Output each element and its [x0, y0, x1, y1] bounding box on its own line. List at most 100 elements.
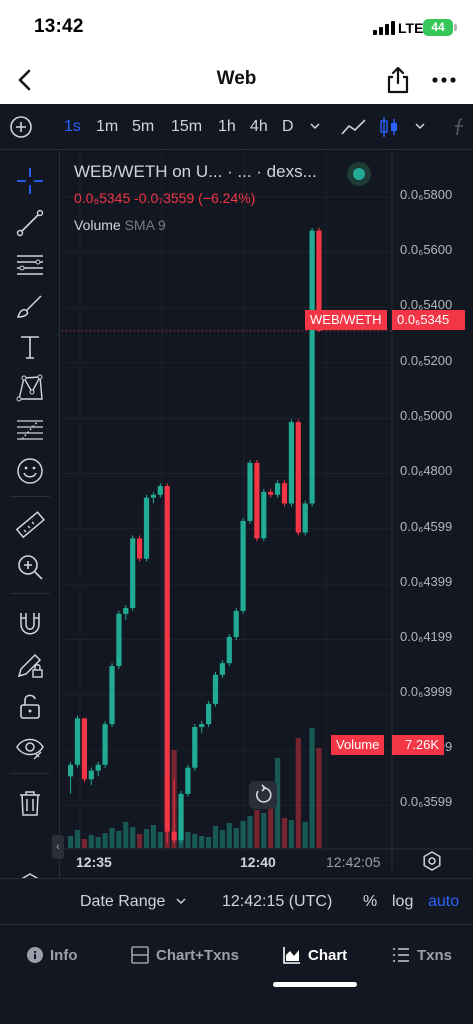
candle: [74, 718, 81, 765]
timeframe-1m[interactable]: 1m: [96, 118, 119, 135]
volume-tag-value: 7.26K: [392, 735, 444, 755]
volume-bar: [199, 836, 205, 848]
date-range-button[interactable]: Date Range: [80, 893, 186, 911]
candle: [102, 724, 108, 765]
auto-scale-toggle[interactable]: auto: [428, 893, 460, 910]
volume-bar: [137, 834, 143, 848]
brush-icon[interactable]: [14, 290, 46, 322]
timeframe-1s[interactable]: 1s: [64, 118, 81, 135]
utc-clock[interactable]: 12:42:15 (UTC): [222, 893, 333, 910]
timeframe-5m[interactable]: 5m: [132, 118, 155, 135]
emoji-icon[interactable]: [14, 455, 46, 487]
volume-bar: [102, 833, 108, 848]
signal-icon: [373, 21, 395, 35]
split-view-icon: [131, 946, 149, 964]
time-tick: 12:35: [76, 854, 112, 870]
volume-legend[interactable]: Volume SMA 9: [74, 217, 166, 233]
chart-bottom-bar: Date Range 12:42:15 (UTC) % log auto: [0, 878, 473, 924]
timeframe-4h[interactable]: 4h: [250, 118, 268, 135]
volume-bar: [81, 839, 87, 848]
unlock-icon[interactable]: [14, 690, 46, 722]
reset-icon: [255, 784, 272, 803]
candle: [130, 538, 136, 609]
candle: [254, 462, 260, 539]
fib-retracement-icon[interactable]: [14, 414, 46, 446]
price-tick: 0.0₆5800: [400, 187, 453, 202]
candle: [206, 703, 212, 725]
line-chart-icon[interactable]: [340, 115, 368, 139]
volume-bar: [192, 834, 198, 848]
candle: [295, 422, 301, 533]
volume-bar: [130, 827, 136, 848]
volume-bar: [109, 828, 115, 848]
volume-bar: [157, 832, 163, 848]
price-change: 0.0₆5345 -0.0₇3559 (−6.24%): [74, 190, 256, 206]
chevron-left-icon[interactable]: [10, 64, 42, 96]
log-scale-toggle[interactable]: log: [392, 893, 414, 910]
candle: [240, 520, 246, 611]
tab-info[interactable]: Info: [27, 943, 78, 967]
candle: [185, 767, 191, 794]
price-tick: 0.0₆5200: [400, 353, 453, 368]
candle: [171, 831, 177, 841]
symbol-legend[interactable]: WEB/WETH on U... · ... · dexs...: [74, 162, 317, 181]
candle: [123, 608, 129, 614]
time-tick: 12:42:05: [326, 854, 381, 870]
chevron-down-icon[interactable]: [309, 120, 321, 132]
eye-icon[interactable]: [14, 732, 46, 764]
candle: [219, 663, 225, 675]
volume-bar: [247, 816, 253, 848]
tab-chart-txns[interactable]: Chart+Txns: [131, 943, 239, 967]
lock-pencil-icon[interactable]: [14, 649, 46, 681]
candle: [199, 724, 205, 728]
candle: [302, 503, 308, 533]
crosshair-icon[interactable]: [14, 165, 46, 197]
nav-bar: Web: [0, 56, 473, 104]
more-icon[interactable]: [428, 64, 460, 96]
candle: [212, 674, 219, 704]
price-tick: 0.0₆5000: [400, 408, 453, 423]
volume-bar: [268, 803, 274, 848]
candle: [157, 486, 163, 495]
indicators-icon[interactable]: [448, 115, 473, 139]
timeframe-1h[interactable]: 1h: [218, 118, 236, 135]
page-title: Web: [216, 68, 257, 89]
candle: [95, 764, 101, 771]
trash-icon[interactable]: [14, 787, 46, 819]
share-icon[interactable]: [384, 64, 412, 96]
pattern-icon[interactable]: [14, 372, 46, 404]
chevron-down-icon[interactable]: [414, 120, 426, 132]
candle: [247, 462, 253, 521]
volume-bar: [233, 828, 239, 848]
settings-icon[interactable]: [421, 850, 443, 872]
price-tick: 0.0₆4199: [400, 629, 453, 644]
volume-bar: [254, 810, 260, 848]
collapse-toolbar-icon[interactable]: ‹: [52, 835, 64, 859]
tab-bar: Info Chart+Txns Chart Txns: [0, 924, 473, 1024]
last-price-tag: 0.0₆5345: [392, 310, 465, 330]
volume-sma-label: SMA 9: [124, 217, 166, 233]
tab-txns[interactable]: Txns: [392, 943, 452, 967]
magnet-icon[interactable]: [14, 607, 46, 639]
home-indicator: [273, 982, 357, 987]
text-icon[interactable]: [14, 331, 46, 363]
divider: [10, 773, 50, 774]
candle: [116, 613, 122, 667]
divider: [10, 593, 50, 594]
timeframe-15m[interactable]: 15m: [171, 118, 203, 135]
add-symbol-icon[interactable]: [9, 115, 33, 139]
trend-line-icon[interactable]: [14, 207, 46, 239]
horizontal-lines-icon[interactable]: [14, 248, 46, 280]
date-range-label: Date Range: [80, 893, 166, 910]
area-chart-icon: [283, 947, 300, 964]
timeframe-d[interactable]: D: [282, 118, 294, 135]
volume-bar: [219, 830, 225, 848]
chart-canvas[interactable]: [62, 151, 473, 871]
ruler-icon[interactable]: [14, 509, 46, 541]
tab-chart[interactable]: Chart: [283, 943, 347, 967]
candlestick-icon[interactable]: [376, 115, 404, 139]
zoom-in-icon[interactable]: [14, 551, 46, 583]
reset-chart-button[interactable]: [249, 781, 277, 809]
price-chart[interactable]: [62, 151, 473, 871]
percent-scale-toggle[interactable]: %: [363, 893, 378, 910]
